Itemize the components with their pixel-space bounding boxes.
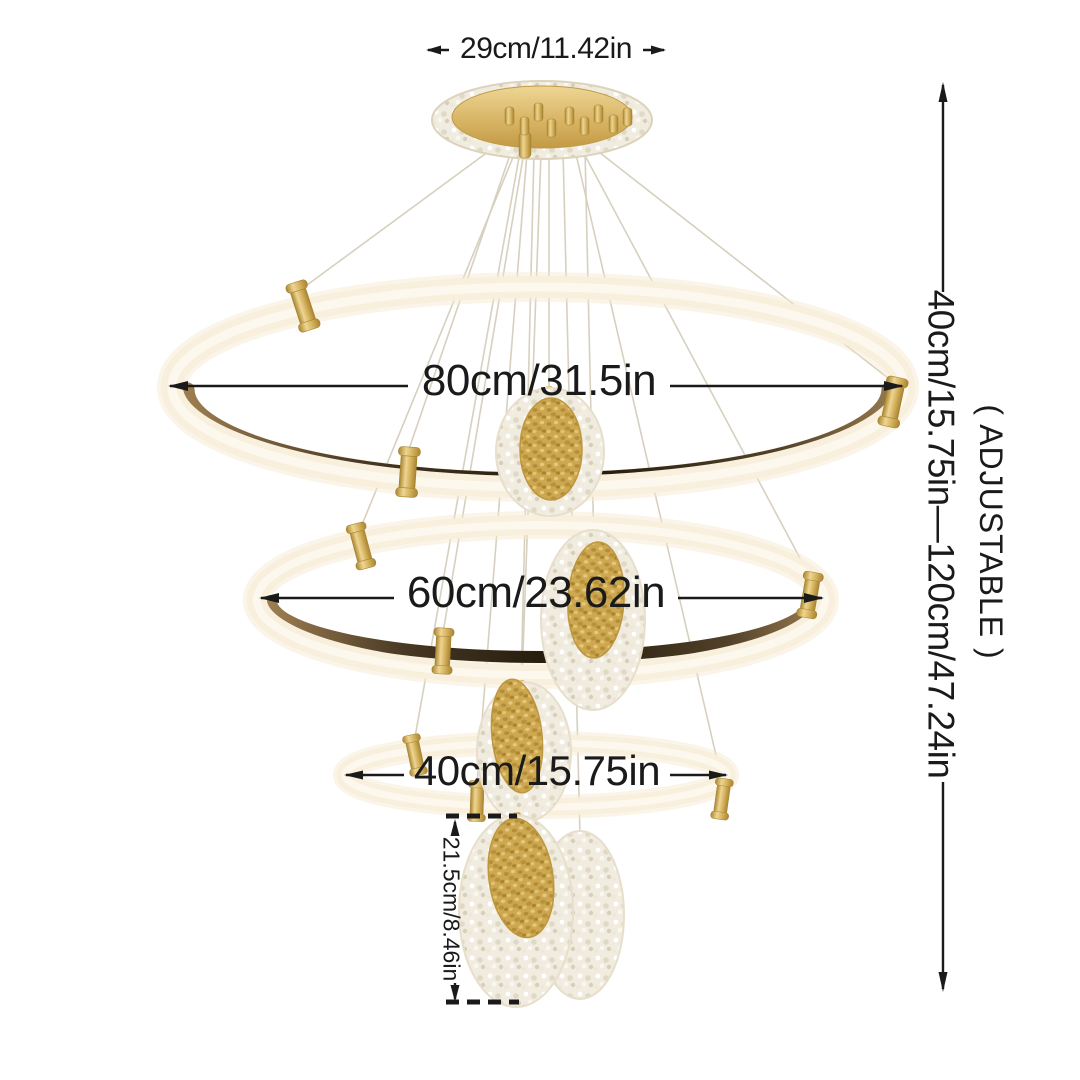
pendant-3 [476,678,572,823]
adjustable-note-label: ( ADJUSTABLE ) [973,404,1009,660]
pendant-2 [540,529,646,711]
ring-medium [243,511,839,689]
drop-height-range-label: 40cm/15.75in—120cm/47.24in [920,289,962,779]
ring-large-diameter-label: 80cm/31.5in [421,356,657,405]
canopy-cord-grips [504,102,633,138]
dimension-lines [168,45,948,1005]
ring-small-diameter-label: 40cm/15.75in [413,747,661,794]
pendant-1 [495,386,605,517]
pendant-4 [458,812,574,1008]
ring-medium-diameter-label: 60cm/23.62in [406,568,666,617]
canopy-width-label: 29cm/11.42in [460,32,632,65]
ceiling-canopy [431,80,653,160]
pendant-height-label: 21.5cm/8.46in [438,836,465,982]
